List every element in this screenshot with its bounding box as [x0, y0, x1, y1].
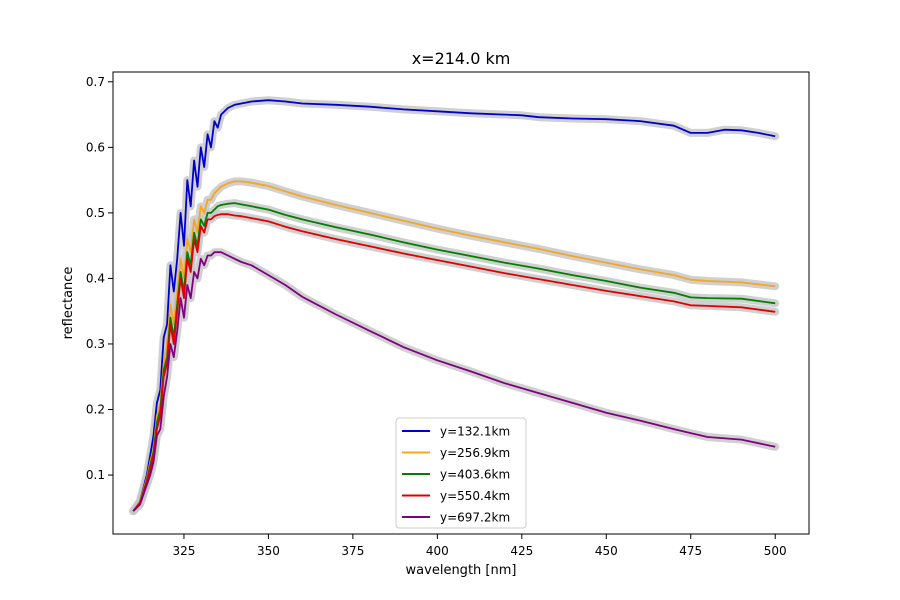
x-axis-label: wavelength [nm]	[406, 563, 517, 578]
y-axis-label: reflectance	[61, 267, 76, 340]
y-tick-label: 0.5	[86, 206, 105, 220]
legend-label-1: y=132.1km	[440, 425, 510, 439]
y-tick-label: 0.6	[86, 140, 105, 154]
x-tick-label: 500	[764, 544, 787, 558]
series-lines	[132, 99, 776, 512]
plot-frame	[112, 71, 810, 535]
y-tick-label: 0.3	[86, 337, 105, 351]
x-tick-label: 450	[595, 544, 618, 558]
series-line-4	[132, 213, 776, 512]
x-tick-label: 375	[341, 544, 364, 558]
legend: y=132.1km y=256.9km y=403.6km y=550.4km y=69…	[395, 417, 527, 529]
x-tick-label: 425	[510, 544, 533, 558]
series-line-1	[132, 99, 776, 512]
legend-label-5: y=697.2km	[440, 511, 510, 525]
legend-label-3: y=403.6km	[440, 468, 510, 482]
y-tick-label: 0.4	[86, 271, 105, 285]
series-line-5	[132, 251, 776, 512]
x-tick-label: 350	[257, 544, 280, 558]
y-tick-label: 0.2	[86, 402, 105, 416]
y-axis-ticks: 0.1 0.2 0.3 0.4 0.5 0.6 0.7	[86, 75, 113, 482]
legend-label-4: y=550.4km	[440, 489, 510, 503]
x-tick-label: 325	[172, 544, 195, 558]
legend-items: y=132.1km y=256.9km y=403.6km y=550.4km y=69…	[402, 425, 510, 525]
x-axis-ticks: 325 350 375 400 425 450 475 500	[172, 534, 787, 558]
chart-title: x=214.0 km	[412, 49, 511, 68]
legend-box	[395, 417, 527, 529]
x-tick-label: 400	[426, 544, 449, 558]
series-line-2	[132, 180, 776, 512]
y-tick-label: 0.1	[86, 468, 105, 482]
legend-label-2: y=256.9km	[440, 446, 510, 460]
series-line-3	[132, 202, 776, 512]
x-tick-label: 475	[679, 544, 702, 558]
y-tick-label: 0.7	[86, 75, 105, 89]
